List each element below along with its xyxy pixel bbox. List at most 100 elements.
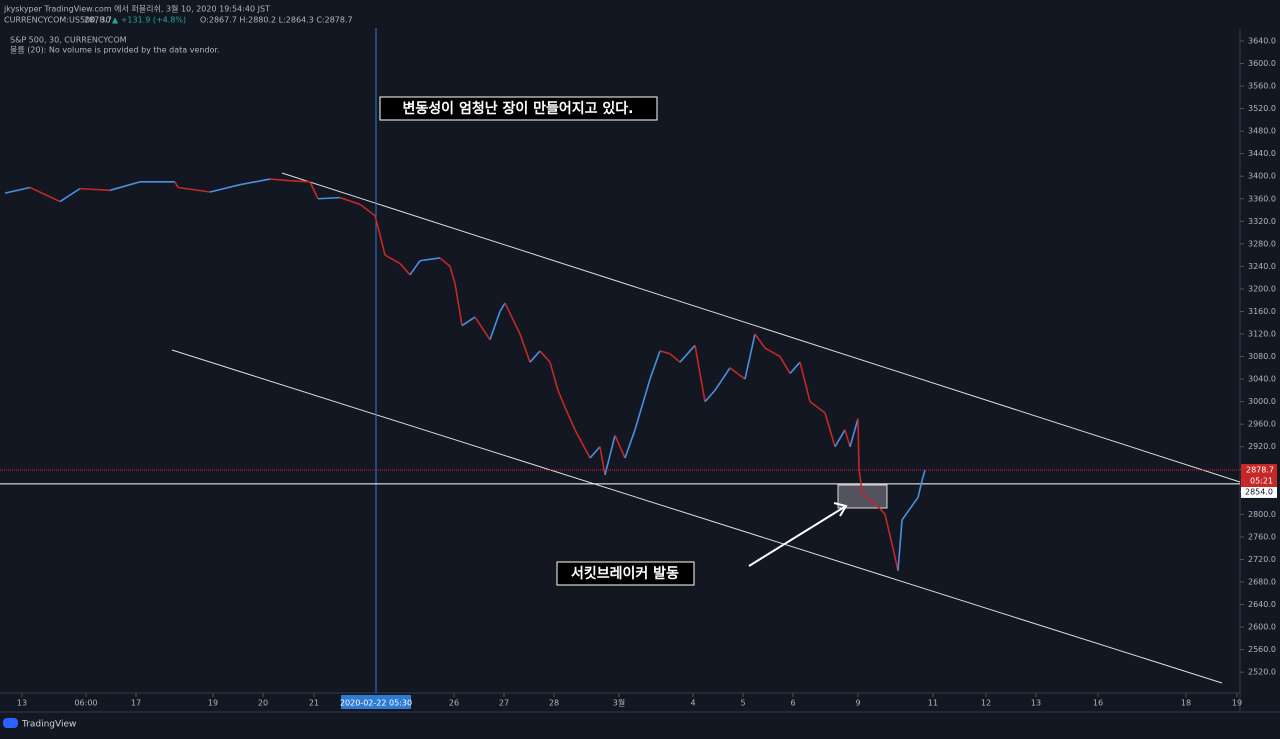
x-tick-label: 6	[790, 699, 795, 708]
x-tick-label: 19	[208, 699, 218, 708]
level-label-box	[1241, 485, 1277, 498]
annotation-box	[379, 96, 658, 121]
crosshair-label: 2020-02-22 05:30	[340, 699, 412, 708]
price-segment	[704, 389, 716, 403]
price-segment	[589, 446, 601, 459]
price-segment	[659, 350, 671, 355]
y-tick-label: 3400.0	[1248, 172, 1276, 181]
price-segment	[879, 508, 886, 515]
annotation: 서킷브레이커 발동	[571, 565, 679, 582]
y-tick-label: 3200.0	[1248, 284, 1276, 293]
y-tick-label: 2560.0	[1248, 645, 1276, 654]
price-segment	[901, 508, 911, 521]
annotation: 변동성이 엄청난 장이 만들어지고 있다.	[403, 100, 634, 117]
price-segment	[779, 356, 791, 374]
footer-brand: TradingView	[21, 720, 76, 730]
price-segment	[557, 390, 566, 408]
price-segment	[564, 406, 576, 431]
price-segment	[374, 215, 379, 228]
y-tick-label: 2600.0	[1248, 623, 1276, 632]
price-segment	[79, 187, 111, 192]
price-segment	[729, 367, 746, 380]
x-tick-label: 16	[1093, 699, 1103, 708]
x-tick-label: 28	[549, 699, 559, 708]
price-segment	[449, 266, 456, 284]
price-segment	[624, 429, 636, 459]
price-segment	[29, 186, 61, 203]
price-segment	[174, 181, 179, 188]
y-tick-label: 3440.0	[1248, 149, 1276, 158]
x-tick-label: 4	[690, 699, 695, 708]
y-tick-label: 3560.0	[1248, 82, 1276, 91]
price-segment	[499, 302, 506, 312]
price-segment	[504, 302, 521, 335]
y-tick-label: 2960.0	[1248, 420, 1276, 429]
x-tick-label: 27	[499, 699, 509, 708]
price-segment	[539, 350, 551, 363]
price-segment	[669, 353, 681, 363]
y-tick-label: 3360.0	[1248, 194, 1276, 203]
price-segment	[884, 514, 894, 549]
price-segment	[474, 316, 491, 341]
y-tick-label: 2920.0	[1248, 442, 1276, 451]
x-tick-label: 21	[309, 699, 319, 708]
y-tick-label: 2800.0	[1248, 510, 1276, 519]
price-segment	[614, 435, 626, 459]
y-tick-label: 3120.0	[1248, 330, 1276, 339]
highlight-box	[837, 484, 888, 509]
level-label: 2854.0	[1245, 487, 1273, 496]
y-tick-label: 3160.0	[1248, 307, 1276, 316]
price-segment	[461, 316, 476, 327]
y-tick-label: 2680.0	[1248, 577, 1276, 586]
price-segment	[317, 196, 341, 200]
x-tick-label: 11	[928, 699, 938, 708]
price-segment	[399, 263, 411, 276]
y-tick-label: 3080.0	[1248, 352, 1276, 361]
price-segment	[209, 183, 241, 193]
price-segment	[634, 378, 651, 431]
price-segment	[289, 179, 311, 183]
header-line: jkyskyper TradingView.com 에서 퍼블리쉬, 3월 10…	[3, 4, 270, 14]
price-segment	[239, 178, 271, 186]
y-tick-label: 3320.0	[1248, 217, 1276, 226]
price-segment	[439, 257, 451, 267]
price-segment	[909, 496, 919, 510]
y-tick-label: 3480.0	[1248, 127, 1276, 136]
arrow-head	[833, 502, 848, 517]
price-segment	[834, 429, 846, 448]
price-segment	[599, 446, 606, 476]
header-symbol: CURRENCYCOM:US500, 30	[4, 16, 110, 25]
x-tick-label: 06:00	[74, 699, 97, 708]
price-segment	[269, 178, 291, 182]
price-segment	[4, 186, 31, 194]
header-ohlc: O:2867.7 H:2880.2 L:2864.3 C:2878.7	[200, 16, 353, 25]
price-segment	[454, 283, 463, 326]
price-segment	[869, 499, 881, 510]
x-tick-label: 17	[131, 699, 141, 708]
price-segment	[861, 491, 871, 501]
price-segment	[754, 333, 766, 349]
price-segment	[359, 203, 376, 217]
x-tick-label: 9	[855, 699, 860, 708]
price-segment	[649, 350, 661, 380]
price-segment	[309, 181, 319, 200]
logo	[3, 718, 18, 728]
x-tick-label: 12	[981, 699, 991, 708]
legend-series: S&P 500, 30, CURRENCYCOM	[10, 36, 127, 45]
y-tick-label: 3040.0	[1248, 375, 1276, 384]
price-segment	[824, 412, 836, 447]
x-tick-label: 5	[740, 699, 745, 708]
price-segment	[689, 344, 696, 352]
price-segment	[849, 418, 859, 447]
price-segment	[109, 181, 141, 192]
y-tick-label: 2640.0	[1248, 600, 1276, 609]
price-segment	[604, 435, 616, 476]
price-segment	[59, 187, 81, 203]
price-segment	[489, 311, 501, 340]
price-segment	[844, 429, 851, 447]
header-last: 2878.7	[84, 16, 112, 25]
y-tick-label: 3520.0	[1248, 104, 1276, 113]
y-tick-label: 3640.0	[1248, 36, 1276, 45]
price-segment	[892, 547, 899, 571]
